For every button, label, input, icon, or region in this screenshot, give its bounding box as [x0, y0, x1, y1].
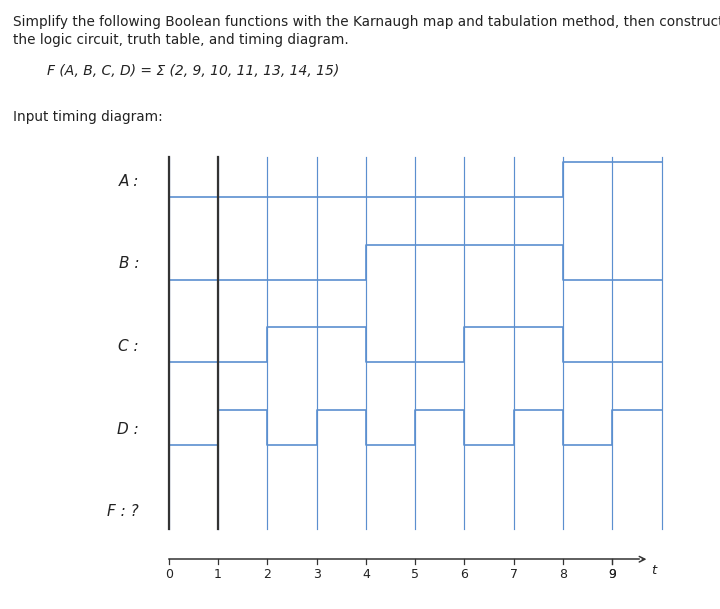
Text: 5: 5	[411, 568, 419, 581]
Text: Simplify the following Boolean functions with the Karnaugh map and tabulation me: Simplify the following Boolean functions…	[13, 15, 720, 29]
Text: B :: B :	[119, 256, 139, 272]
Text: Input timing diagram:: Input timing diagram:	[13, 110, 163, 124]
Text: 9: 9	[608, 568, 616, 581]
Text: 4: 4	[362, 568, 370, 581]
Text: 3: 3	[312, 568, 320, 581]
Text: t: t	[651, 565, 656, 577]
Text: D :: D :	[117, 421, 139, 437]
Text: 1: 1	[214, 568, 222, 581]
Text: 7: 7	[510, 568, 518, 581]
Text: the logic circuit, truth table, and timing diagram.: the logic circuit, truth table, and timi…	[13, 33, 348, 48]
Text: A :: A :	[119, 174, 139, 189]
Text: F (A, B, C, D) = Σ (2, 9, 10, 11, 13, 14, 15): F (A, B, C, D) = Σ (2, 9, 10, 11, 13, 14…	[47, 64, 339, 78]
Text: 0: 0	[165, 568, 173, 581]
Text: 9: 9	[608, 568, 616, 581]
Text: F : ?: F : ?	[107, 504, 139, 519]
Text: 8: 8	[559, 568, 567, 581]
Text: C :: C :	[119, 339, 139, 354]
Text: 2: 2	[264, 568, 271, 581]
Text: 6: 6	[461, 568, 469, 581]
